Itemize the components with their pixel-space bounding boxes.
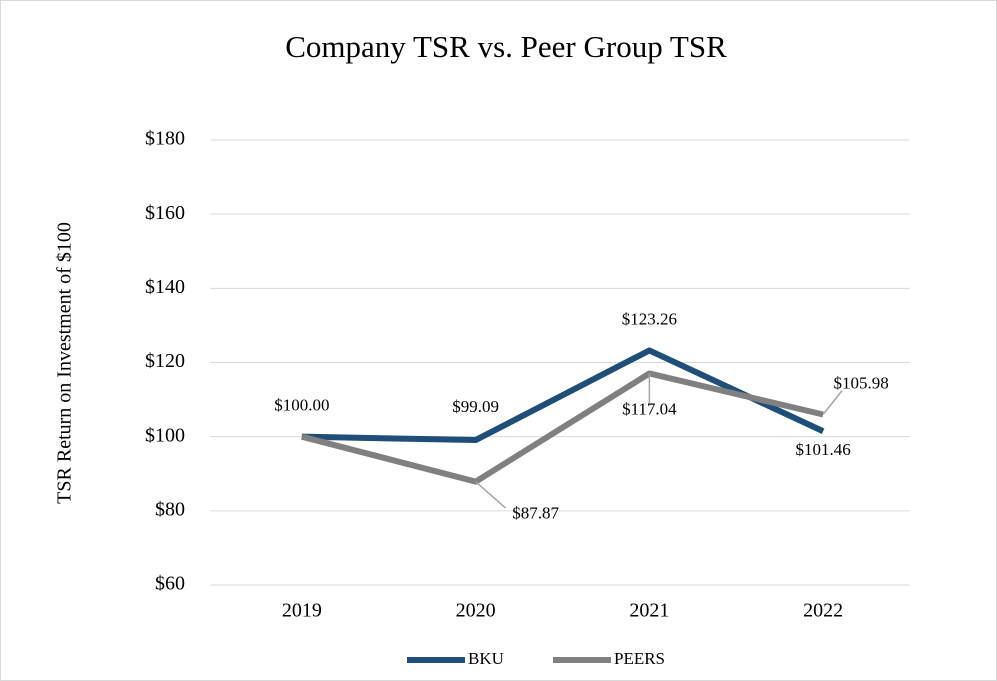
y-tick-label: $140 (145, 276, 185, 298)
data-label: $99.09 (452, 397, 499, 416)
data-label: $117.04 (622, 399, 677, 418)
leader-line (475, 481, 507, 509)
y-axis-label: TSR Return on Investment of $100 (54, 222, 76, 504)
data-label: $101.46 (796, 440, 851, 459)
series-line (301, 347, 825, 444)
legend-label: PEERS (614, 649, 665, 668)
y-tick-label: $120 (145, 350, 185, 372)
chart-title: Company TSR vs. Peer Group TSR (285, 29, 727, 64)
y-tick-label: $180 (145, 128, 185, 150)
series-line (301, 370, 824, 485)
legend-label: BKU (468, 649, 504, 668)
y-tick-label: $160 (145, 202, 185, 224)
y-tick-label: $100 (145, 424, 185, 446)
data-label: $105.98 (834, 373, 889, 392)
data-label: $123.26 (622, 309, 677, 328)
x-tick-label: 2021 (629, 600, 669, 622)
data-label: $100.00 (274, 396, 329, 415)
x-tick-label: 2019 (282, 600, 322, 622)
y-tick-label: $80 (155, 498, 185, 520)
y-tick-label: $60 (155, 573, 185, 595)
data-label: $87.87 (512, 504, 559, 523)
x-tick-label: 2020 (456, 600, 496, 622)
x-tick-label: 2022 (803, 600, 843, 622)
leader-line (822, 390, 843, 415)
